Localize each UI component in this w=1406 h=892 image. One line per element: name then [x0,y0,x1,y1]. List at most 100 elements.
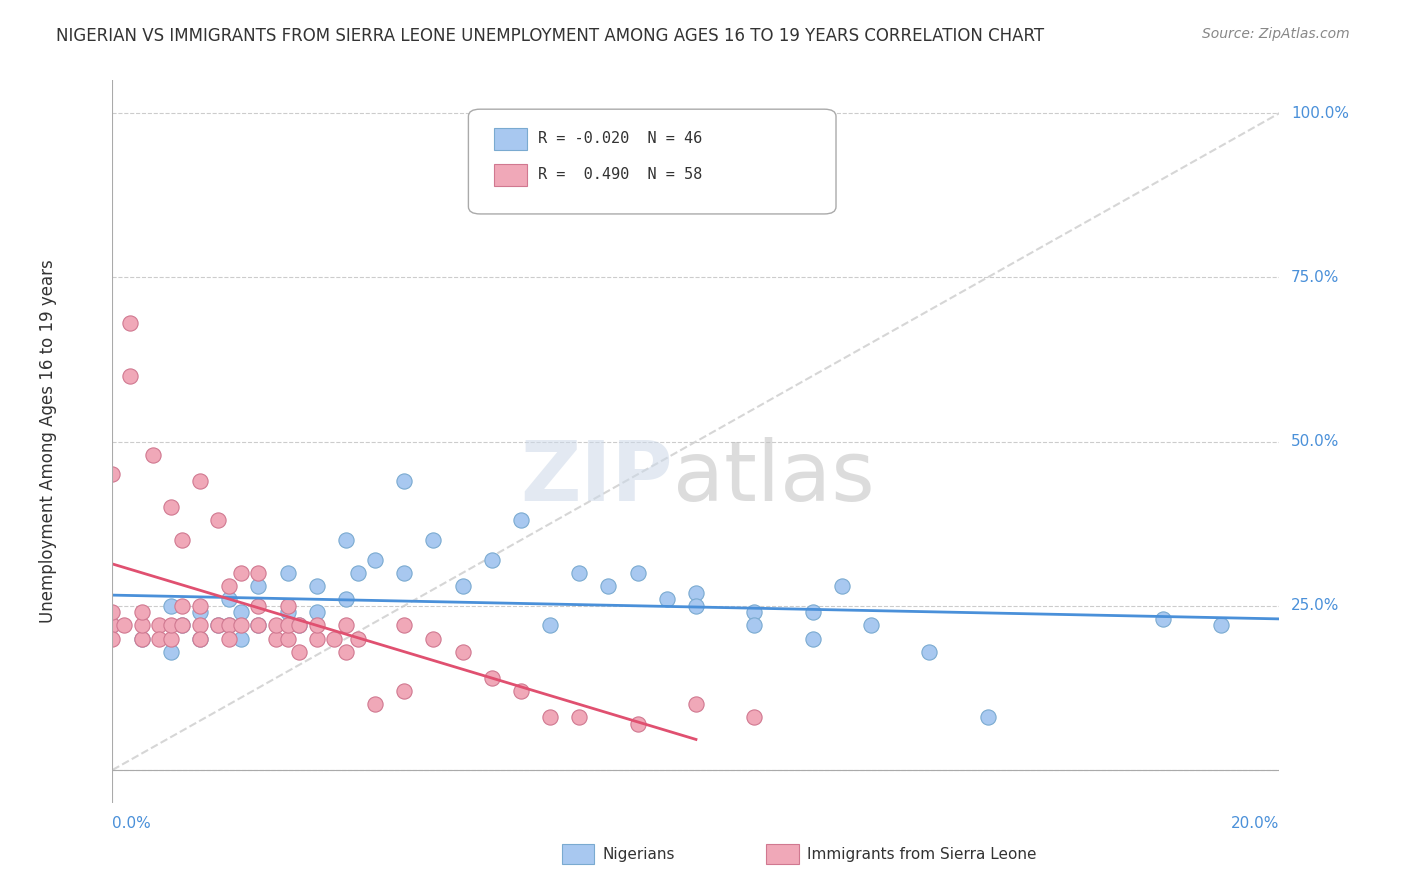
Point [568,566,591,580]
Point [101,632,124,646]
Point [976,710,998,724]
Point [685,585,707,599]
Point [207,618,229,632]
Point [160,632,183,646]
Point [148,618,170,632]
Point [229,618,252,632]
Text: 20.0%: 20.0% [1232,816,1279,831]
Point [131,618,153,632]
Point [160,599,183,613]
Point [305,618,328,632]
Point [247,579,270,593]
Point [142,448,165,462]
Point [218,618,240,632]
Point [801,632,824,646]
Point [481,553,503,567]
Point [1152,612,1174,626]
Point [229,605,252,619]
Point [323,632,346,646]
Point [276,566,298,580]
Point [218,579,240,593]
Point [101,618,124,632]
Point [335,592,357,607]
Point [118,368,141,383]
Point [422,533,444,547]
Point [247,566,270,580]
Point [685,599,707,613]
Point [801,605,824,619]
Point [568,710,591,724]
Point [276,618,298,632]
Point [451,645,474,659]
Point [288,618,311,632]
Point [131,632,153,646]
Text: 50.0%: 50.0% [1291,434,1340,449]
Point [264,632,287,646]
Text: R =  0.490  N = 58: R = 0.490 N = 58 [538,168,703,183]
Text: Immigrants from Sierra Leone: Immigrants from Sierra Leone [807,847,1036,862]
Point [207,513,229,527]
Point [131,605,153,619]
FancyBboxPatch shape [468,109,837,214]
Point [112,618,135,632]
FancyBboxPatch shape [766,844,799,864]
Point [598,579,620,593]
Point [394,566,416,580]
Point [276,599,298,613]
Text: R = -0.020  N = 46: R = -0.020 N = 46 [538,131,703,146]
Point [685,698,707,712]
Point [451,579,474,593]
Point [742,618,765,632]
Point [172,618,194,632]
Point [335,645,357,659]
Point [364,553,387,567]
Point [288,618,311,632]
Point [160,645,183,659]
Point [305,605,328,619]
Point [188,632,211,646]
Point [218,592,240,607]
Point [218,632,240,646]
Point [188,599,211,613]
Point [346,566,368,580]
Point [207,618,229,632]
Point [229,632,252,646]
Point [218,618,240,632]
Point [538,710,561,724]
Point [742,605,765,619]
Text: Nigerians: Nigerians [603,847,675,862]
Point [276,632,298,646]
Point [422,632,444,646]
Point [305,579,328,593]
Point [831,579,853,593]
Point [335,533,357,547]
Point [276,605,298,619]
Point [509,513,531,527]
Point [188,605,211,619]
Text: NIGERIAN VS IMMIGRANTS FROM SIERRA LEONE UNEMPLOYMENT AMONG AGES 16 TO 19 YEARS : NIGERIAN VS IMMIGRANTS FROM SIERRA LEONE… [56,27,1045,45]
Point [172,618,194,632]
Point [160,618,183,632]
Point [101,618,124,632]
Text: Unemployment Among Ages 16 to 19 years: Unemployment Among Ages 16 to 19 years [39,260,58,624]
Point [229,566,252,580]
Point [860,618,883,632]
Point [148,632,170,646]
Point [264,618,287,632]
Text: Source: ZipAtlas.com: Source: ZipAtlas.com [1202,27,1350,41]
Point [188,618,211,632]
Point [118,316,141,330]
Point [394,474,416,488]
Point [160,500,183,515]
Point [101,605,124,619]
Point [305,632,328,646]
Point [918,645,941,659]
FancyBboxPatch shape [494,164,527,186]
Text: 100.0%: 100.0% [1291,105,1350,120]
Point [538,618,561,632]
Point [346,632,368,646]
Point [481,671,503,685]
Point [509,684,531,698]
Point [247,599,270,613]
Point [394,618,416,632]
